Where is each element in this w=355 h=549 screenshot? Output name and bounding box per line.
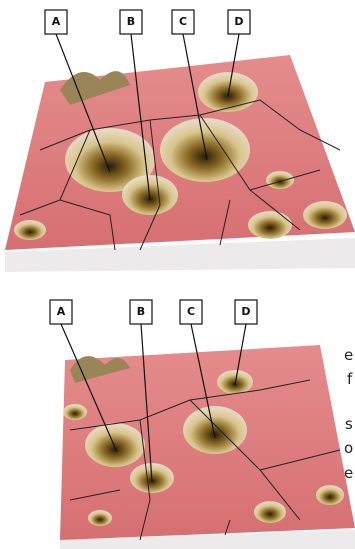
peak: [254, 501, 286, 523]
label: A: [57, 305, 66, 318]
peak: [316, 485, 344, 505]
label: D: [241, 305, 250, 318]
peak: [248, 211, 292, 239]
peak: [198, 72, 258, 112]
peak: [88, 510, 112, 526]
surface-panel: [60, 345, 355, 549]
margin-text: f: [347, 370, 353, 388]
figure: e f s o e A B C D A B C D: [0, 0, 355, 549]
margin-text: s: [345, 415, 353, 433]
label: B: [127, 15, 135, 28]
label: A: [52, 15, 61, 28]
label: C: [187, 305, 195, 318]
margin-text: e: [344, 464, 353, 482]
peak: [14, 220, 46, 240]
label: B: [137, 305, 145, 318]
peak: [266, 171, 294, 189]
peak: [85, 423, 145, 467]
peak: [303, 201, 347, 229]
margin-text: e: [344, 346, 353, 364]
label: C: [179, 15, 187, 28]
peak: [63, 404, 87, 420]
label: D: [234, 15, 243, 28]
margin-text: o: [344, 439, 353, 457]
surface-panel: [5, 55, 355, 272]
